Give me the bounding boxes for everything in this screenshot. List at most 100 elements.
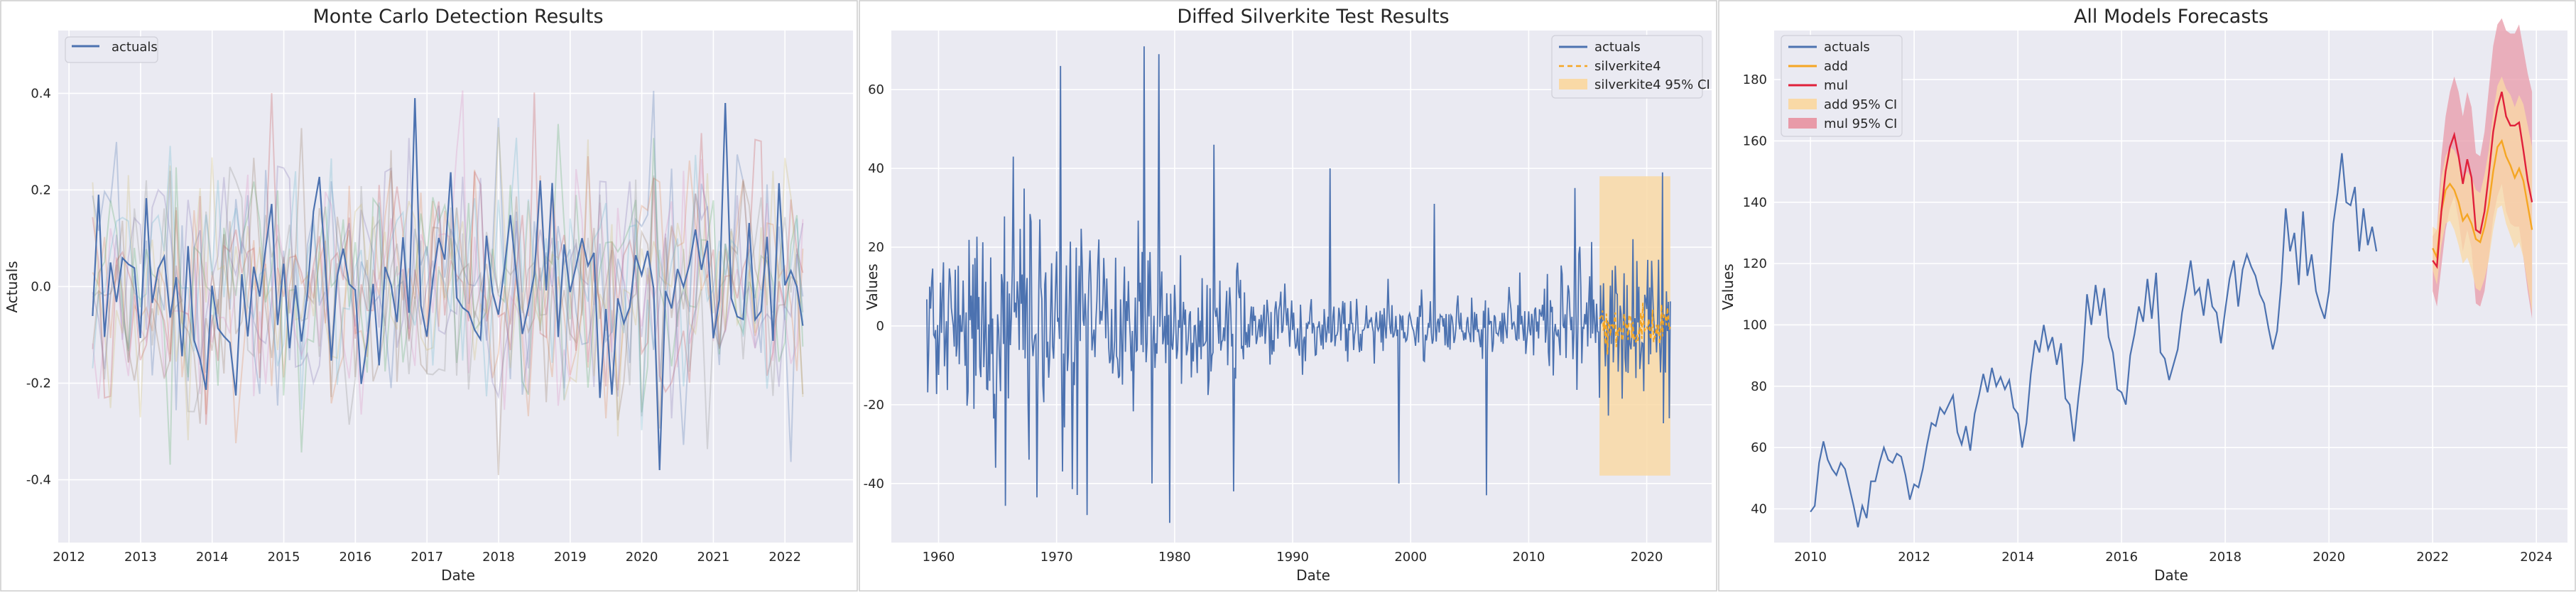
- x-tick-label: 2010: [1513, 550, 1545, 565]
- y-tick-label: 0.0: [31, 280, 51, 295]
- legend-label-mul: mul: [1824, 78, 1848, 93]
- y-tick-labels: 40 60 80 100 120 140 160 180: [1743, 72, 1767, 516]
- x-tick-label: 2020: [626, 550, 658, 565]
- x-axis-label: Date: [1296, 567, 1330, 584]
- legend-box: [1551, 35, 1703, 99]
- legend-label-ci: silverkite4 95% CI: [1594, 77, 1710, 92]
- series-group: [92, 90, 804, 476]
- plot-area: [891, 31, 1712, 543]
- y-tick-label: -40: [864, 477, 884, 491]
- silverkite4-forecast-line: [1599, 303, 1671, 355]
- legend-label-actuals: actuals: [112, 40, 158, 55]
- legend-box: [1781, 35, 1903, 137]
- x-tick-label: 2018: [2209, 550, 2241, 565]
- legend-swatch-mul-ci: [1788, 118, 1817, 129]
- legend-label-mul-ci: mul 95% CI: [1824, 116, 1897, 131]
- y-axis-label: Actuals: [4, 261, 21, 312]
- y-tick-label: 60: [1751, 440, 1767, 455]
- legend: actuals: [65, 36, 158, 63]
- simulation-line: [92, 127, 804, 441]
- y-tick-label: 60: [868, 82, 884, 97]
- actuals-line: [926, 46, 1671, 523]
- y-axis-label: Values: [1719, 263, 1737, 310]
- simulation-line: [92, 128, 804, 476]
- chart-title: Diffed Silverkite Test Results: [1177, 6, 1449, 28]
- x-tick-label: 2016: [339, 550, 371, 565]
- x-tick-label: 2017: [411, 550, 443, 565]
- x-tick-labels: 2010 2012 2014 2016 2018 2020 2022 2024: [1794, 550, 2553, 565]
- y-tick-label: 100: [1743, 317, 1767, 332]
- series-group: [1810, 18, 2533, 528]
- mul-forecast-line: [2432, 91, 2533, 269]
- simulation-line: [92, 90, 804, 462]
- simulation-line: [92, 92, 804, 425]
- x-tick-label: 2020: [1631, 550, 1663, 565]
- x-tick-label: 2012: [53, 550, 85, 565]
- simulation-line: [92, 166, 804, 450]
- y-tick-label: 20: [868, 240, 884, 255]
- x-tick-label: 2024: [2520, 550, 2553, 565]
- x-tick-label: 2018: [482, 550, 515, 565]
- chart-title: Monte Carlo Detection Results: [313, 6, 603, 28]
- legend-box: [65, 36, 158, 63]
- legend: actuals silverkite4 silverkite4 95% CI: [1551, 35, 1710, 99]
- y-tick-label: 0: [876, 319, 884, 334]
- y-tick-label: 180: [1743, 72, 1767, 87]
- panel-border: [1718, 0, 2576, 592]
- y-tick-labels: -40 -20 0 20 40 60: [864, 82, 884, 491]
- x-tick-label: 1970: [1040, 550, 1073, 565]
- y-tick-label: 40: [868, 161, 884, 176]
- x-tick-label: 2013: [124, 550, 157, 565]
- simulation-line: [92, 138, 804, 419]
- x-tick-label: 2010: [1794, 550, 1827, 565]
- x-tick-label: 2020: [2313, 550, 2345, 565]
- add-forecast-line: [2432, 138, 2533, 261]
- x-tick-label: 1990: [1276, 550, 1309, 565]
- x-axis-label: Date: [2154, 567, 2188, 584]
- x-tick-label: 2014: [196, 550, 229, 565]
- x-tick-label: 1980: [1158, 550, 1191, 565]
- chart-title: All Models Forecasts: [2074, 6, 2268, 28]
- legend-label-actuals: actuals: [1824, 40, 1870, 55]
- y-tick-label: 40: [1751, 502, 1767, 517]
- panel-all-models: All Models Forecasts 2010 2012 2014 2016 201…: [1718, 0, 2576, 592]
- x-axis-label: Date: [441, 567, 475, 584]
- panel-silverkite: Diffed Silverkite Test Results 1960 1970 1…: [859, 0, 1717, 592]
- x-tick-label: 2021: [697, 550, 730, 565]
- y-tick-label: 160: [1743, 134, 1767, 148]
- add-ci-band: [2433, 76, 2533, 313]
- legend-swatch-add-ci: [1788, 99, 1817, 109]
- panel-monte-carlo: Monte Carlo Detection Results 2012 2013 20…: [0, 0, 858, 592]
- actuals-line: [92, 98, 804, 471]
- x-tick-labels: 2012 2013 2014 2015 2016 2017 2018 2019 2020 2021…: [53, 550, 801, 565]
- y-tick-labels: -0.4 -0.2 0.0 0.2 0.4: [26, 86, 51, 487]
- x-tick-label: 2019: [554, 550, 587, 565]
- x-tick-label: 2016: [2105, 550, 2138, 565]
- y-tick-label: 0.2: [31, 183, 51, 197]
- actuals-line: [1810, 153, 2378, 528]
- x-tick-label: 2012: [1898, 550, 1930, 565]
- series-group: [926, 46, 1671, 523]
- x-tick-label: 2022: [2416, 550, 2449, 565]
- y-tick-label: 140: [1743, 195, 1767, 210]
- x-tick-labels: 1960 1970 1980 1990 2000 2010 2020: [923, 550, 1663, 565]
- panel-border: [859, 0, 1717, 592]
- x-tick-label: 1960: [923, 550, 955, 565]
- x-tick-label: 2015: [268, 550, 300, 565]
- legend-label-add: add: [1824, 59, 1848, 74]
- simulation-line: [92, 90, 804, 415]
- legend-label-actuals: actuals: [1594, 40, 1641, 55]
- y-tick-label: -0.2: [26, 376, 51, 391]
- simulation-line: [92, 137, 804, 430]
- y-tick-label: 120: [1743, 256, 1767, 271]
- x-tick-label: 2014: [2001, 550, 2034, 565]
- legend-label-add-ci: add 95% CI: [1824, 97, 1897, 112]
- y-axis-label: Values: [864, 263, 881, 310]
- y-tick-label: -20: [864, 398, 884, 413]
- x-tick-label: 2022: [768, 550, 801, 565]
- legend-swatch-ci: [1559, 79, 1587, 89]
- y-tick-label: -0.4: [26, 473, 51, 488]
- y-tick-label: 80: [1751, 379, 1767, 394]
- panel-border: [0, 0, 858, 592]
